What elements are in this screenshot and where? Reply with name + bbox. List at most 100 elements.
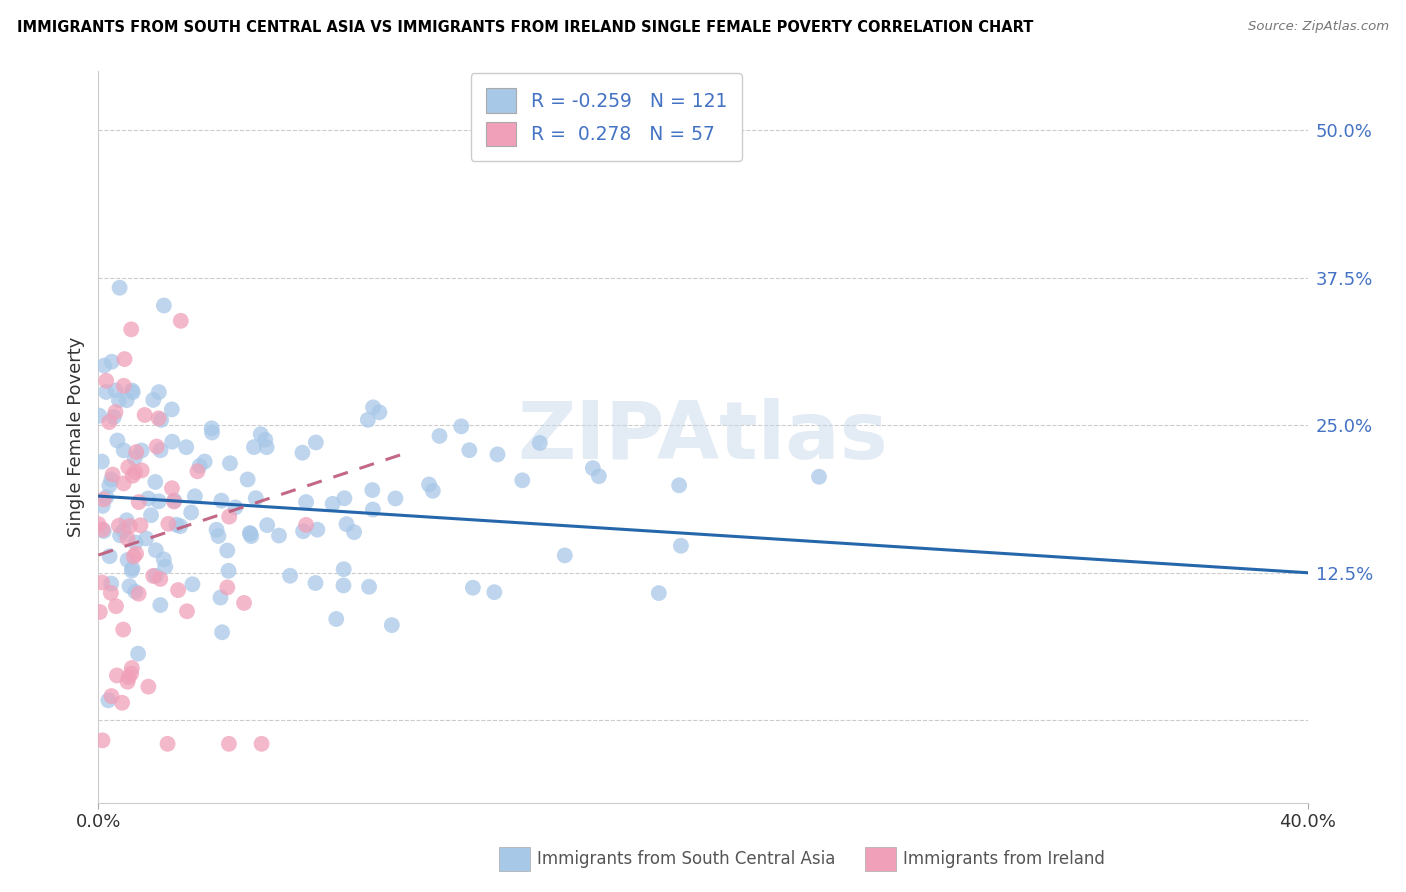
Point xyxy=(461,581,484,595)
Point xyxy=(170,314,193,328)
Point xyxy=(361,502,384,516)
Point xyxy=(304,576,326,591)
Text: Immigrants from Ireland: Immigrants from Ireland xyxy=(903,850,1105,868)
Point xyxy=(322,497,344,511)
Point xyxy=(117,674,139,689)
Point xyxy=(101,467,124,482)
Point xyxy=(148,494,170,508)
Point xyxy=(669,539,692,553)
Point xyxy=(87,517,110,532)
Point xyxy=(108,281,131,295)
Point xyxy=(384,491,406,506)
Point xyxy=(207,529,229,543)
Point xyxy=(219,456,242,470)
Point xyxy=(305,435,328,450)
Point xyxy=(91,575,114,590)
Point xyxy=(104,405,127,419)
Point xyxy=(91,523,114,537)
Point xyxy=(91,733,114,747)
Point xyxy=(149,598,172,612)
Point xyxy=(256,440,278,454)
Point xyxy=(186,464,208,478)
Point xyxy=(201,425,224,440)
Point xyxy=(529,436,551,450)
Point xyxy=(100,355,122,369)
Point xyxy=(332,578,354,592)
Point xyxy=(118,670,141,684)
Point xyxy=(343,525,366,540)
Point xyxy=(165,517,187,532)
Point xyxy=(209,591,232,605)
Point xyxy=(93,492,115,507)
Point xyxy=(295,495,318,509)
Point xyxy=(156,737,179,751)
Point xyxy=(278,568,301,582)
Point xyxy=(112,379,135,393)
Point xyxy=(121,561,143,575)
Text: IMMIGRANTS FROM SOUTH CENTRAL ASIA VS IMMIGRANTS FROM IRELAND SINGLE FEMALE POVE: IMMIGRANTS FROM SOUTH CENTRAL ASIA VS IM… xyxy=(17,20,1033,35)
Point xyxy=(108,393,131,408)
Point xyxy=(295,517,318,532)
Point xyxy=(122,549,145,564)
Y-axis label: Single Female Poverty: Single Female Poverty xyxy=(66,337,84,537)
Point xyxy=(128,587,150,601)
Text: Source: ZipAtlas.com: Source: ZipAtlas.com xyxy=(1249,20,1389,33)
Legend: R = -0.259   N = 121, R =  0.278   N = 57: R = -0.259 N = 121, R = 0.278 N = 57 xyxy=(471,73,742,161)
Point xyxy=(145,569,167,583)
Point xyxy=(201,421,224,435)
Point xyxy=(136,491,159,506)
Point xyxy=(510,473,533,487)
Point xyxy=(450,419,472,434)
Point xyxy=(100,473,122,487)
Point xyxy=(121,385,143,400)
Point xyxy=(98,478,121,492)
Point xyxy=(120,322,142,336)
Point xyxy=(381,618,404,632)
Point xyxy=(118,579,141,593)
Point xyxy=(98,549,121,564)
Point xyxy=(239,527,262,541)
Point xyxy=(91,499,114,513)
Point xyxy=(357,413,380,427)
Point xyxy=(422,483,444,498)
Point xyxy=(163,493,186,508)
Point xyxy=(93,524,115,538)
Point xyxy=(115,513,138,527)
Point xyxy=(89,605,111,619)
Point xyxy=(148,385,170,400)
Point xyxy=(121,384,143,398)
Point xyxy=(267,528,290,542)
Point xyxy=(120,666,142,681)
Point xyxy=(118,519,141,533)
Text: Immigrants from South Central Asia: Immigrants from South Central Asia xyxy=(537,850,835,868)
Point xyxy=(588,469,610,483)
Point xyxy=(245,491,267,506)
Point xyxy=(458,443,481,458)
Point xyxy=(176,604,198,618)
Point xyxy=(114,352,136,367)
Point xyxy=(160,402,183,417)
Point xyxy=(174,440,197,454)
Point xyxy=(205,523,228,537)
Point xyxy=(124,465,146,479)
Point xyxy=(292,524,315,539)
Point xyxy=(486,447,509,461)
Point xyxy=(131,463,153,477)
Point xyxy=(239,526,262,541)
Point xyxy=(100,689,122,703)
Point xyxy=(243,440,266,454)
Point xyxy=(108,518,131,533)
Point xyxy=(808,470,831,484)
Point xyxy=(153,298,176,312)
Point xyxy=(127,647,149,661)
Point xyxy=(291,445,314,459)
Point xyxy=(131,443,153,458)
Point xyxy=(145,440,167,454)
Point xyxy=(112,443,135,458)
Point xyxy=(150,413,173,427)
Point xyxy=(332,562,354,576)
Point xyxy=(96,374,118,388)
Point xyxy=(335,517,357,532)
Point xyxy=(169,519,191,533)
Point xyxy=(218,564,240,578)
